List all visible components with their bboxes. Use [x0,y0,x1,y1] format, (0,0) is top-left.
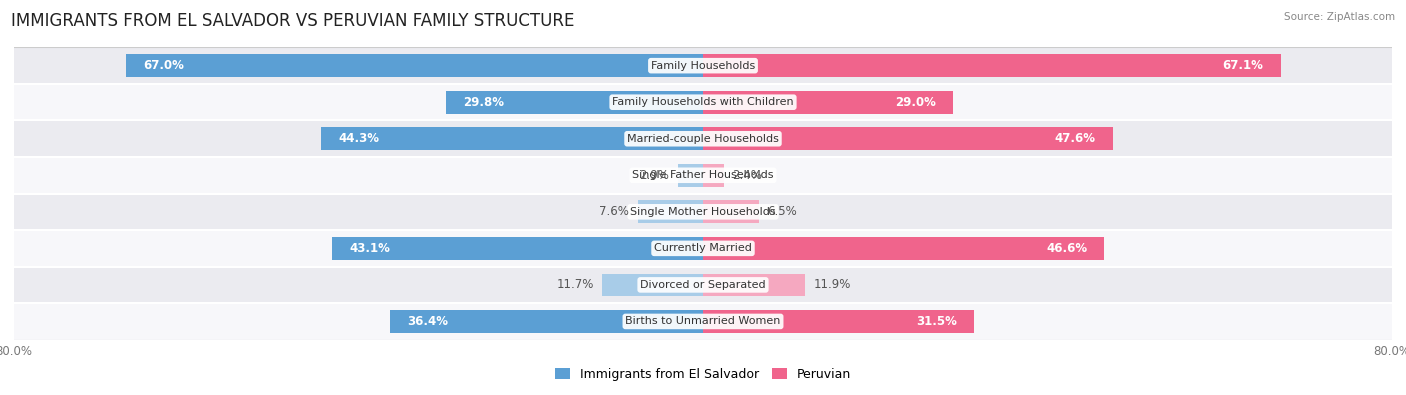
Bar [703,201,759,223]
Text: Divorced or Separated: Divorced or Separated [640,280,766,290]
Bar [14,120,1392,157]
Text: 7.6%: 7.6% [599,205,628,218]
Text: 2.4%: 2.4% [733,169,762,182]
Bar [14,157,1392,194]
Text: 31.5%: 31.5% [917,315,957,328]
Text: 44.3%: 44.3% [339,132,380,145]
Text: 11.7%: 11.7% [557,278,593,292]
Bar [14,303,1392,340]
Bar [14,267,1392,303]
Bar [14,47,1392,84]
Bar [322,128,703,150]
Bar [14,84,1392,120]
Bar [678,164,703,186]
Bar [332,237,703,260]
Bar [446,91,703,113]
Bar [127,55,703,77]
Text: 2.9%: 2.9% [640,169,669,182]
Text: Births to Unmarried Women: Births to Unmarried Women [626,316,780,326]
Text: 67.0%: 67.0% [143,59,184,72]
Text: Married-couple Households: Married-couple Households [627,134,779,144]
Bar [703,128,1114,150]
Legend: Immigrants from El Salvador, Peruvian: Immigrants from El Salvador, Peruvian [550,363,856,386]
Text: IMMIGRANTS FROM EL SALVADOR VS PERUVIAN FAMILY STRUCTURE: IMMIGRANTS FROM EL SALVADOR VS PERUVIAN … [11,12,575,30]
Bar [703,164,724,186]
Bar [703,55,1281,77]
Bar [389,310,703,333]
Text: Family Households: Family Households [651,61,755,71]
Text: 29.8%: 29.8% [464,96,505,109]
Text: 47.6%: 47.6% [1054,132,1095,145]
Text: 43.1%: 43.1% [349,242,389,255]
Text: Single Father Households: Single Father Households [633,170,773,180]
Text: 6.5%: 6.5% [768,205,797,218]
Text: 29.0%: 29.0% [894,96,935,109]
Text: Single Mother Households: Single Mother Households [630,207,776,217]
Bar [703,91,953,113]
Text: 11.9%: 11.9% [814,278,852,292]
Text: 36.4%: 36.4% [406,315,447,328]
Bar [637,201,703,223]
Bar [703,274,806,296]
Text: Family Households with Children: Family Households with Children [612,97,794,107]
Bar [703,237,1104,260]
Text: Source: ZipAtlas.com: Source: ZipAtlas.com [1284,12,1395,22]
Bar [602,274,703,296]
Text: Currently Married: Currently Married [654,243,752,253]
Bar [14,194,1392,230]
Text: 67.1%: 67.1% [1223,59,1264,72]
Bar [703,310,974,333]
Text: 46.6%: 46.6% [1046,242,1087,255]
Bar [14,230,1392,267]
